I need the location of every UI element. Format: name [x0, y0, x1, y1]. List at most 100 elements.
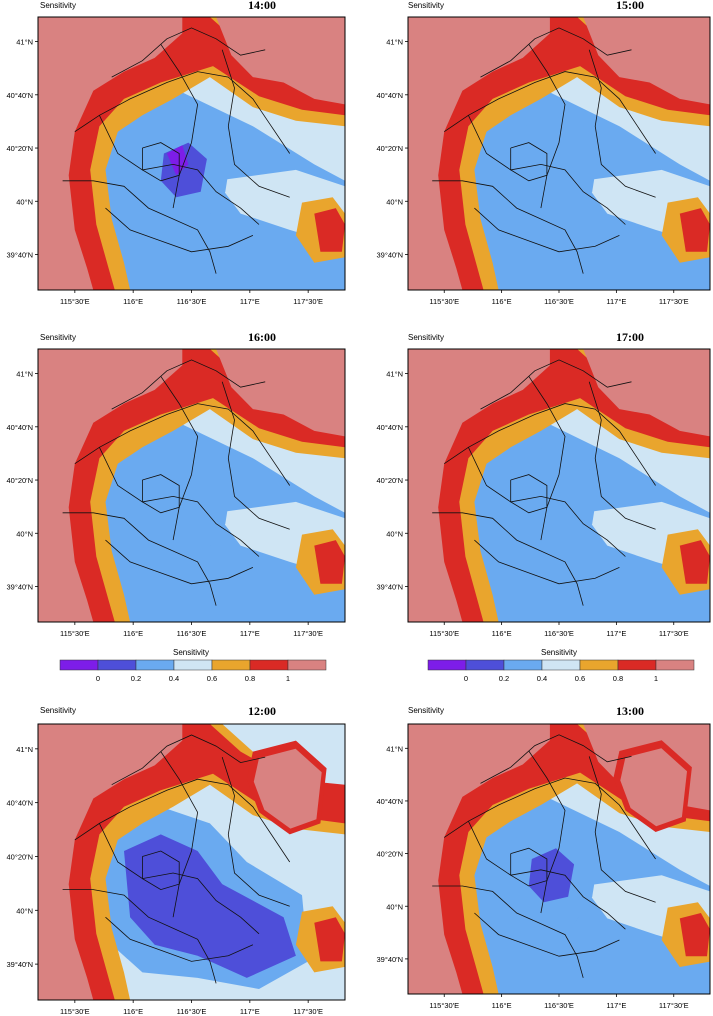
y-tick-label: 41°N — [16, 38, 33, 47]
contour-band-0.2 — [124, 834, 296, 978]
y-tick-label: 41°N — [386, 370, 403, 379]
colorbar-tick-label: 0.4 — [537, 674, 547, 683]
district-boundary — [468, 115, 626, 225]
x-tick-label: 117°30′E — [293, 629, 323, 638]
x-tick-label: 116°E — [123, 297, 143, 306]
contour-band-above-1 — [408, 17, 550, 290]
district-boundary — [221, 756, 290, 907]
contour-band-1.0 — [679, 913, 710, 957]
district-boundary — [432, 885, 584, 978]
panel-time-title: 12:00 — [248, 704, 276, 718]
x-tick-label: 117°30′E — [659, 1001, 689, 1010]
colorbar-swatch — [59, 659, 99, 671]
panel-time-title: 17:00 — [616, 330, 644, 344]
sensitivity-label: Sensitivity — [408, 333, 445, 342]
contour-band-1.0 — [314, 540, 345, 584]
y-tick-label: 40°20′N — [6, 852, 33, 861]
y-tick-label: 40°40′N — [6, 91, 33, 100]
colorbar-scale: 0 0.2 0.4 0.6 0.8 1 — [427, 659, 695, 683]
district-boundary — [474, 539, 620, 585]
district-boundary — [105, 539, 254, 585]
colorbar-right: Sensitivity 0 0.2 0.4 0.6 0.8 1 — [426, 648, 696, 688]
colorbar-tick-label: 0 — [464, 674, 468, 683]
x-tick-label: 117°30′E — [659, 297, 689, 306]
district-boundary — [443, 71, 656, 154]
contour-layers — [38, 349, 345, 622]
contour-band-above-1 — [38, 349, 183, 622]
y-tick-label: 39°40′N — [376, 583, 403, 592]
colorbar-swatch — [427, 659, 467, 671]
map-panel-1300: Sensitivity 13:00 115°30′E 116°E 116°30′E 1… — [368, 704, 713, 1016]
district-boundary — [74, 778, 291, 863]
district-boundary — [474, 207, 620, 253]
district-boundary — [105, 207, 254, 253]
y-tick-label: 40°20′N — [376, 476, 403, 485]
x-tick-label: 116°30′E — [177, 629, 207, 638]
y-tick-label: 40°40′N — [376, 423, 403, 432]
y-tick-label: 40°40′N — [376, 91, 403, 100]
map-panel-1600: Sensitivity 16:00 115°30′E 116°E 116°30′E 1… — [0, 330, 356, 644]
district-boundary — [62, 512, 217, 606]
x-tick-label: 116°30′E — [544, 297, 574, 306]
colorbar-swatch — [465, 659, 505, 671]
district-boundary — [141, 474, 180, 514]
contour-band-above-1 — [253, 748, 322, 829]
contour-layers — [38, 17, 345, 290]
contour-band-above-1 — [216, 17, 345, 105]
colorbar-swatch — [503, 659, 543, 671]
y-tick-label: 41°N — [386, 38, 403, 47]
contour-layers — [408, 17, 710, 290]
x-tick-label: 115°30′E — [60, 1007, 90, 1016]
sensitivity-map: 115°30′E 116°E 116°30′E 117°E 117°30′E 41°N 40… — [376, 348, 711, 638]
contour-band-1.0 — [408, 17, 710, 290]
district-boundary — [111, 359, 266, 410]
contour-band-above-1 — [408, 724, 550, 994]
district-boundary — [141, 142, 180, 182]
contour-layers — [408, 349, 710, 622]
contour-band-1.0 — [679, 540, 710, 584]
y-tick-label: 41°N — [386, 744, 403, 753]
colorbar-swatch — [287, 659, 327, 671]
colorbar-scale: 0 0.2 0.4 0.6 0.8 1 — [59, 659, 327, 683]
y-tick-label: 40°40′N — [376, 797, 403, 806]
contour-band-1.0 — [38, 349, 345, 622]
colorbar-tick-label: 1 — [286, 674, 290, 683]
y-tick-label: 40°20′N — [376, 850, 403, 859]
colorbar-tick-label: 0.2 — [499, 674, 509, 683]
colorbar-swatch — [173, 659, 213, 671]
district-boundary — [160, 44, 199, 209]
y-tick-label: 40°20′N — [6, 476, 33, 485]
district-boundary — [160, 751, 199, 918]
colorbar-title: Sensitivity — [173, 648, 210, 657]
district-boundary — [468, 447, 626, 557]
district-boundary — [432, 180, 584, 274]
y-tick-label: 40°N — [16, 906, 33, 915]
contour-band-1.0 — [314, 208, 345, 252]
colorbar-swatch — [249, 659, 289, 671]
colorbar-swatch — [655, 659, 695, 671]
colorbar-swatch — [97, 659, 137, 671]
district-boundary — [443, 777, 656, 860]
y-tick-label: 40°N — [386, 902, 403, 911]
district-boundary — [432, 512, 584, 606]
district-boundary — [99, 823, 260, 935]
y-tick-label: 39°40′N — [6, 960, 33, 969]
x-tick-label: 117°30′E — [293, 1007, 323, 1016]
sensitivity-map: 115°30′E 116°E 116°30′E 117°E 117°30′E 41°N 40… — [6, 16, 346, 306]
contour-band-above-1 — [408, 349, 550, 622]
district-boundary — [105, 916, 254, 962]
sensitivity-map: 115°30′E 116°E 116°30′E 117°E 117°30′E 41°N 40… — [376, 16, 711, 306]
district-boundary — [111, 734, 266, 786]
y-tick-label: 39°40′N — [376, 955, 403, 964]
x-tick-label: 116°E — [492, 297, 512, 306]
x-tick-label: 117°E — [240, 1007, 260, 1016]
colorbar-tick-label: 0.8 — [613, 674, 623, 683]
y-tick-label: 39°40′N — [6, 251, 33, 260]
x-tick-label: 116°30′E — [177, 1007, 207, 1016]
district-boundary — [480, 27, 632, 78]
sensitivity-map: 115°30′E 116°E 116°30′E 117°E 117°30′E 41°N 40… — [6, 723, 346, 1016]
contour-layers — [408, 724, 710, 994]
y-tick-label: 40°N — [386, 529, 403, 538]
district-boundary — [510, 474, 548, 514]
x-tick-label: 117°E — [606, 1001, 626, 1010]
